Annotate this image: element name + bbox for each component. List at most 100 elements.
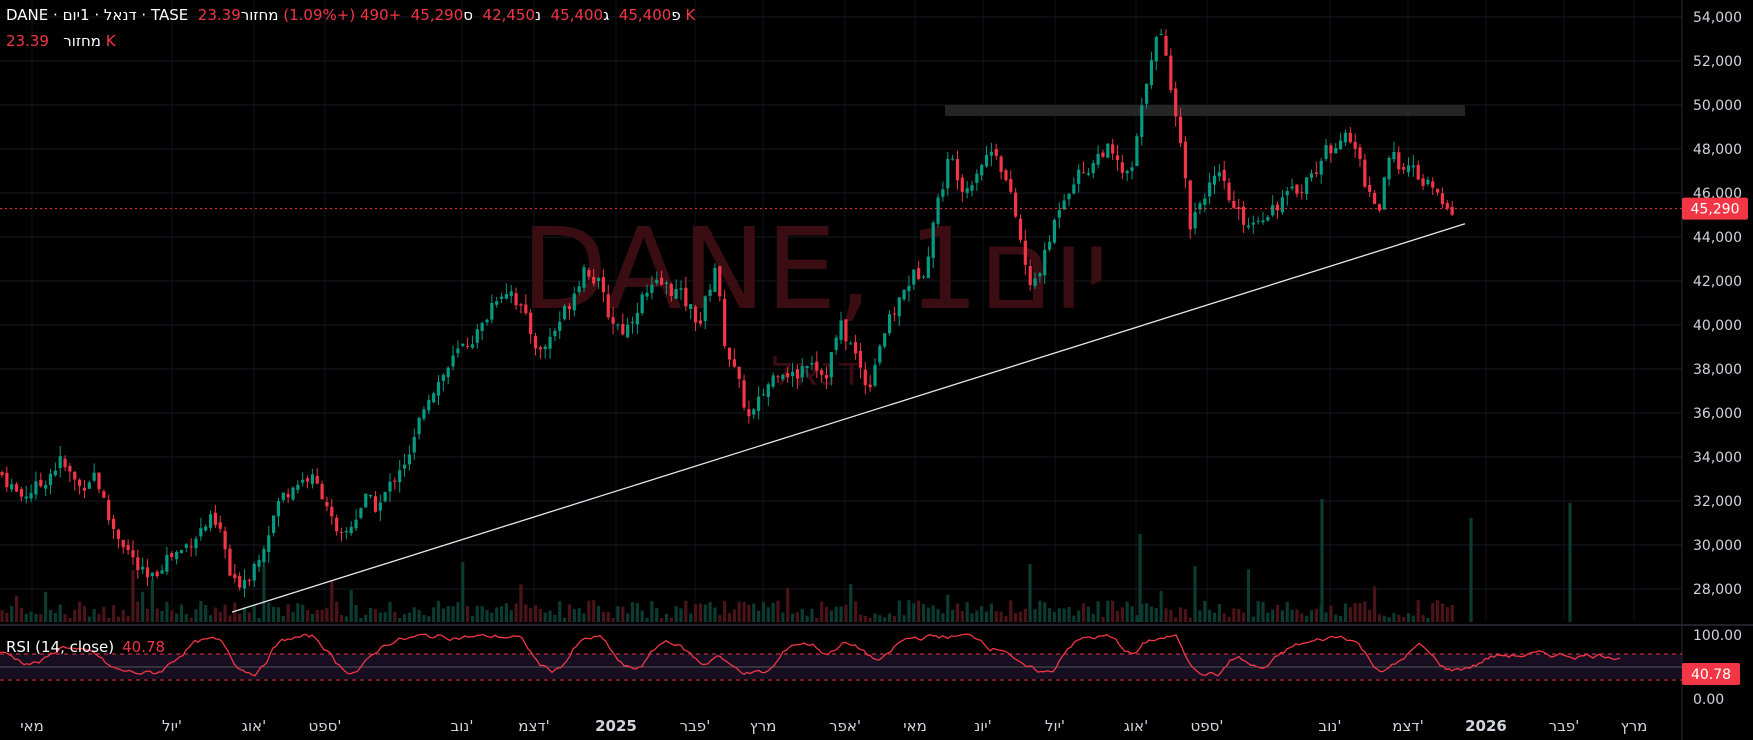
close-label: ס [463,6,473,24]
volume-bar [107,617,111,622]
time-tick-label: 2026 [1465,717,1507,735]
exchange-label: TASE [150,6,189,24]
candle-body [87,482,91,489]
volume-legend[interactable]: מחזור 23.39 K [6,32,116,50]
rsi-legend[interactable]: RSI (14, close) 40.78 [6,638,165,656]
volume-bar [533,605,538,622]
candle-body [1242,206,1246,225]
candle-body [1188,180,1192,230]
volume-bar [883,617,887,622]
volume-bar [1140,604,1144,622]
volume-bar [1305,615,1309,622]
symbol-header[interactable]: DANE · דנאל · 1יום · TASE פ45,400 ג45,40… [6,6,695,24]
volume-bar [1028,564,1032,622]
volume-bar [19,608,23,622]
volume-bar [1154,607,1158,622]
volume-bar [1014,613,1018,622]
candle-body [698,320,702,324]
candle-body [645,292,649,297]
candle-body [432,393,436,403]
time-axis[interactable]: מאי יול' אוג' ספט' נוב' דצמ' 2025 פבר' מרץ אפר' מא… [20,717,1647,735]
candle-body [1377,204,1381,211]
volume-bar [495,607,499,622]
change-value: +490 (+1.09%) [283,6,402,24]
candle-body [1077,169,1081,184]
volume-bar [223,604,227,622]
price-axis[interactable]: 54,00052,00050,00048,00046,00044,00042,0… [1693,10,1742,598]
rsi-axis-bottom: 0.00 [1693,692,1724,708]
candle-body [1348,132,1352,143]
volume-bar [946,594,950,622]
candle-body [213,512,217,525]
candle-body [470,344,475,348]
candle-body [737,366,741,379]
candle-body [941,189,945,197]
volume-bar [611,617,615,622]
candle-body [519,304,523,306]
candle-body [1130,167,1134,171]
candle-body [34,481,38,495]
volume-bar [592,600,596,622]
interval-label[interactable]: 1יום [62,6,90,24]
time-tick-label: דצמ' [1392,717,1423,735]
low-value: 42,450 [482,6,536,24]
volume-bar [1256,601,1260,622]
volume-bar [1178,607,1183,622]
volume-bar [887,613,892,622]
candle-body [228,548,232,576]
volume-bar [1111,600,1115,622]
volume-bar [1130,606,1134,622]
volume-bar [1086,606,1090,622]
volume-bar [844,604,848,622]
volume-bar [310,613,314,622]
volume-bar [1164,608,1168,622]
volume-bar [296,603,300,622]
candle-body [548,336,552,349]
volume-bar [436,600,441,622]
candle-body [912,269,916,285]
candle-body [359,508,363,518]
volume-bar [1397,614,1401,622]
candle-body [936,197,940,224]
volume-bar [281,615,285,622]
volume-bar [509,610,513,622]
volume-bar [941,613,945,622]
time-tick-label: פבר' [1549,717,1580,735]
symbol-ticker[interactable]: DANE [6,6,49,24]
resistance-zone[interactable] [945,105,1465,116]
volume-bar [315,609,319,622]
volume-bar [698,603,702,622]
candle-body [1436,188,1440,193]
volume-bar [242,606,247,622]
candle-body [621,323,625,335]
candle-body [1309,173,1314,178]
candle-body [849,343,853,345]
volume-bar [383,612,387,622]
volume-bar [417,610,421,622]
candle-body [965,188,969,193]
candle-body [1222,169,1226,181]
candle-body [1285,190,1289,196]
volume-bar [451,606,455,622]
candle-body [325,502,329,507]
candle-body [1261,220,1265,223]
volume-bar [402,614,407,622]
volume-bar [713,607,717,622]
candle-body [1159,34,1163,36]
candle-body [1314,172,1318,174]
volume-bar [892,615,896,622]
volume-bar [1275,604,1280,622]
trendline[interactable] [231,223,1466,613]
candle-body [291,487,295,500]
volume-bar [189,617,193,622]
price-tick-label: 32,000 [1693,494,1742,510]
volume-bar [1115,610,1120,622]
volume-bar [524,604,528,622]
candle-body [1305,177,1309,194]
candle-body [805,366,809,368]
candle-body [1402,167,1406,170]
volume-bar [1309,610,1314,622]
volume-bar [238,613,242,622]
candle-body [1397,152,1401,170]
